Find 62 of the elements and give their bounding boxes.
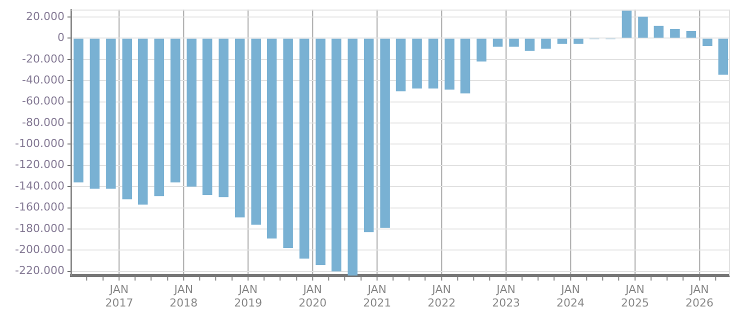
bar (106, 38, 116, 189)
y-tick-label: -140.000 (14, 179, 64, 192)
y-tick-label: 0 (57, 31, 64, 44)
x-tick-label: JAN 2022 (428, 283, 456, 310)
bar (686, 31, 696, 38)
x-tick-label: JAN 2017 (105, 283, 134, 310)
bar (251, 38, 261, 225)
bar (122, 38, 132, 200)
bar (492, 38, 503, 47)
bar (364, 38, 374, 232)
y-tick-label: -80.000 (22, 116, 64, 129)
x-tick-label: JAN 2018 (170, 283, 198, 310)
bar (186, 38, 196, 187)
bar (444, 38, 454, 90)
bar (218, 38, 228, 198)
bar (412, 38, 422, 89)
y-tick-label: -120.000 (14, 158, 64, 172)
bar (638, 16, 648, 38)
bar (654, 26, 664, 38)
y-tick-label: -100.000 (14, 137, 64, 150)
y-tick-label: -60.000 (22, 94, 64, 108)
x-tick-label: JAN 2023 (492, 283, 520, 310)
x-tick-label: JAN 2024 (556, 283, 585, 310)
x-tick-label: JAN 2020 (298, 283, 327, 310)
x-tick-label: JAN 2026 (686, 283, 714, 310)
bar (428, 38, 438, 89)
bar (90, 38, 100, 189)
bar (460, 38, 470, 94)
bar (283, 38, 293, 248)
bar (332, 38, 342, 272)
y-tick-label: -160.000 (14, 200, 64, 214)
y-tick-label: -180.000 (14, 222, 64, 235)
bar (718, 38, 728, 75)
bar (348, 38, 358, 276)
bar (396, 38, 406, 92)
bar (622, 10, 632, 38)
bar (524, 38, 535, 51)
x-tick-label: JAN 2021 (363, 283, 392, 310)
bar (266, 38, 277, 239)
bar (316, 38, 326, 266)
bar (574, 38, 584, 44)
bar (299, 38, 310, 259)
bar (670, 28, 680, 38)
bar (476, 38, 486, 62)
bar (509, 38, 519, 47)
bar (557, 38, 568, 44)
x-tick-label: JAN 2019 (234, 283, 262, 310)
x-tick-label: JAN 2025 (621, 283, 650, 310)
y-tick-label: 20.000 (26, 10, 64, 23)
bar (234, 38, 245, 218)
y-tick-label: -20.000 (22, 52, 64, 66)
y-tick-label: -220.000 (14, 264, 64, 278)
bar (74, 38, 84, 182)
bar (380, 38, 390, 228)
bar (170, 38, 180, 182)
y-tick-label: -40.000 (22, 73, 64, 86)
bar (541, 38, 551, 49)
bar (138, 38, 148, 205)
y-tick-label: -200.000 (14, 243, 64, 256)
bar (202, 38, 212, 196)
bar (154, 38, 164, 196)
bar (702, 38, 712, 46)
